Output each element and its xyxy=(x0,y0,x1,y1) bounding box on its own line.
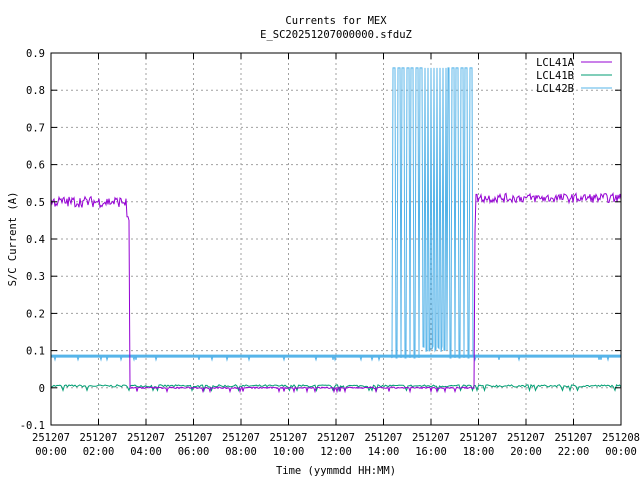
y-tick-label: 0.2 xyxy=(26,308,45,320)
x-tick-date: 251207 xyxy=(80,432,118,444)
series-layer xyxy=(50,67,622,394)
x-tick-time: 14:00 xyxy=(368,446,400,458)
series-lcl42b xyxy=(50,67,622,362)
y-tick-label: 0.8 xyxy=(26,85,45,97)
series-line xyxy=(50,192,622,394)
x-tick-time: 02:00 xyxy=(83,446,115,458)
legend-label: LCL41B xyxy=(536,70,574,82)
y-axis-label: S/C Current (A) xyxy=(7,192,19,287)
x-tick-time: 04:00 xyxy=(130,446,162,458)
x-tick-time: 18:00 xyxy=(463,446,495,458)
y-tick-label: 0.6 xyxy=(26,160,45,172)
x-axis-label: Time (yymmdd HH:MM) xyxy=(276,465,396,477)
grid-lines xyxy=(51,53,621,425)
x-tick-labels: 251207 00:00 251207 02:00 251207 04:00 251207 0… xyxy=(32,432,640,458)
x-tick-date: 251207 xyxy=(507,432,545,444)
x-tick-date: 251208 xyxy=(602,432,640,444)
x-tick-date: 251207 xyxy=(317,432,355,444)
legend-label: LCL42B xyxy=(536,83,574,95)
x-tick-time: 20:00 xyxy=(510,446,542,458)
x-tick-time: 08:00 xyxy=(225,446,257,458)
x-tick-date: 251207 xyxy=(127,432,165,444)
series-lcl41b xyxy=(50,383,622,393)
legend-label: LCL41A xyxy=(536,57,575,69)
x-tick-time: 00:00 xyxy=(35,446,67,458)
y-tick-label: 0.4 xyxy=(26,234,45,246)
x-tick-date: 251207 xyxy=(555,432,593,444)
y-tick-label: 0.9 xyxy=(26,48,45,60)
x-tick-date: 251207 xyxy=(365,432,403,444)
x-tick-date: 251207 xyxy=(412,432,450,444)
x-tick-time: 00:00 xyxy=(605,446,637,458)
x-tick-time: 10:00 xyxy=(273,446,305,458)
x-tick-date: 251207 xyxy=(222,432,260,444)
series-line xyxy=(50,383,622,393)
y-tick-label: 0.3 xyxy=(26,271,45,283)
x-tick-time: 16:00 xyxy=(415,446,447,458)
x-tick-time: 22:00 xyxy=(558,446,590,458)
y-tick-label: 0.7 xyxy=(26,122,45,134)
chart-title: Currents for MEX xyxy=(285,15,387,27)
y-tick-label: 0.5 xyxy=(26,197,45,209)
x-tick-date: 251207 xyxy=(270,432,308,444)
x-tick-time: 06:00 xyxy=(178,446,210,458)
y-tick-label: -0.1 xyxy=(20,420,45,432)
x-tick-date: 251207 xyxy=(32,432,70,444)
chart-subtitle: E_SC20251207000000.sfduZ xyxy=(260,29,412,41)
y-tick-label: 0 xyxy=(39,383,45,395)
x-tick-time: 12:00 xyxy=(320,446,352,458)
y-tick-labels: -0.1 0 0.1 0.2 0.3 0.4 0.5 0.6 0.7 0.8 0.9 xyxy=(20,48,45,432)
x-tick-date: 251207 xyxy=(175,432,213,444)
y-tick-label: 0.1 xyxy=(26,346,45,358)
series-lcl41a xyxy=(50,192,622,394)
tick-marks xyxy=(50,52,622,426)
x-tick-date: 251207 xyxy=(460,432,498,444)
